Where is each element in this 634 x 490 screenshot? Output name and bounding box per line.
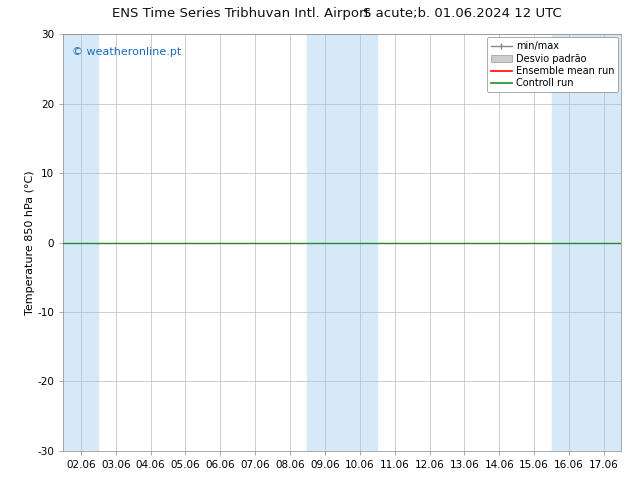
Legend: min/max, Desvio padrão, Ensemble mean run, Controll run: min/max, Desvio padrão, Ensemble mean ru… bbox=[487, 37, 618, 92]
Text: ENS Time Series Tribhuvan Intl. Airport: ENS Time Series Tribhuvan Intl. Airport bbox=[112, 7, 370, 21]
Text: © weatheronline.pt: © weatheronline.pt bbox=[72, 47, 181, 57]
Bar bbox=[552, 34, 621, 451]
Y-axis label: Temperature 850 hPa (°C): Temperature 850 hPa (°C) bbox=[25, 170, 35, 315]
Bar bbox=[307, 34, 377, 451]
Text: S acute;b. 01.06.2024 12 UTC: S acute;b. 01.06.2024 12 UTC bbox=[363, 7, 562, 21]
Bar bbox=[63, 34, 98, 451]
